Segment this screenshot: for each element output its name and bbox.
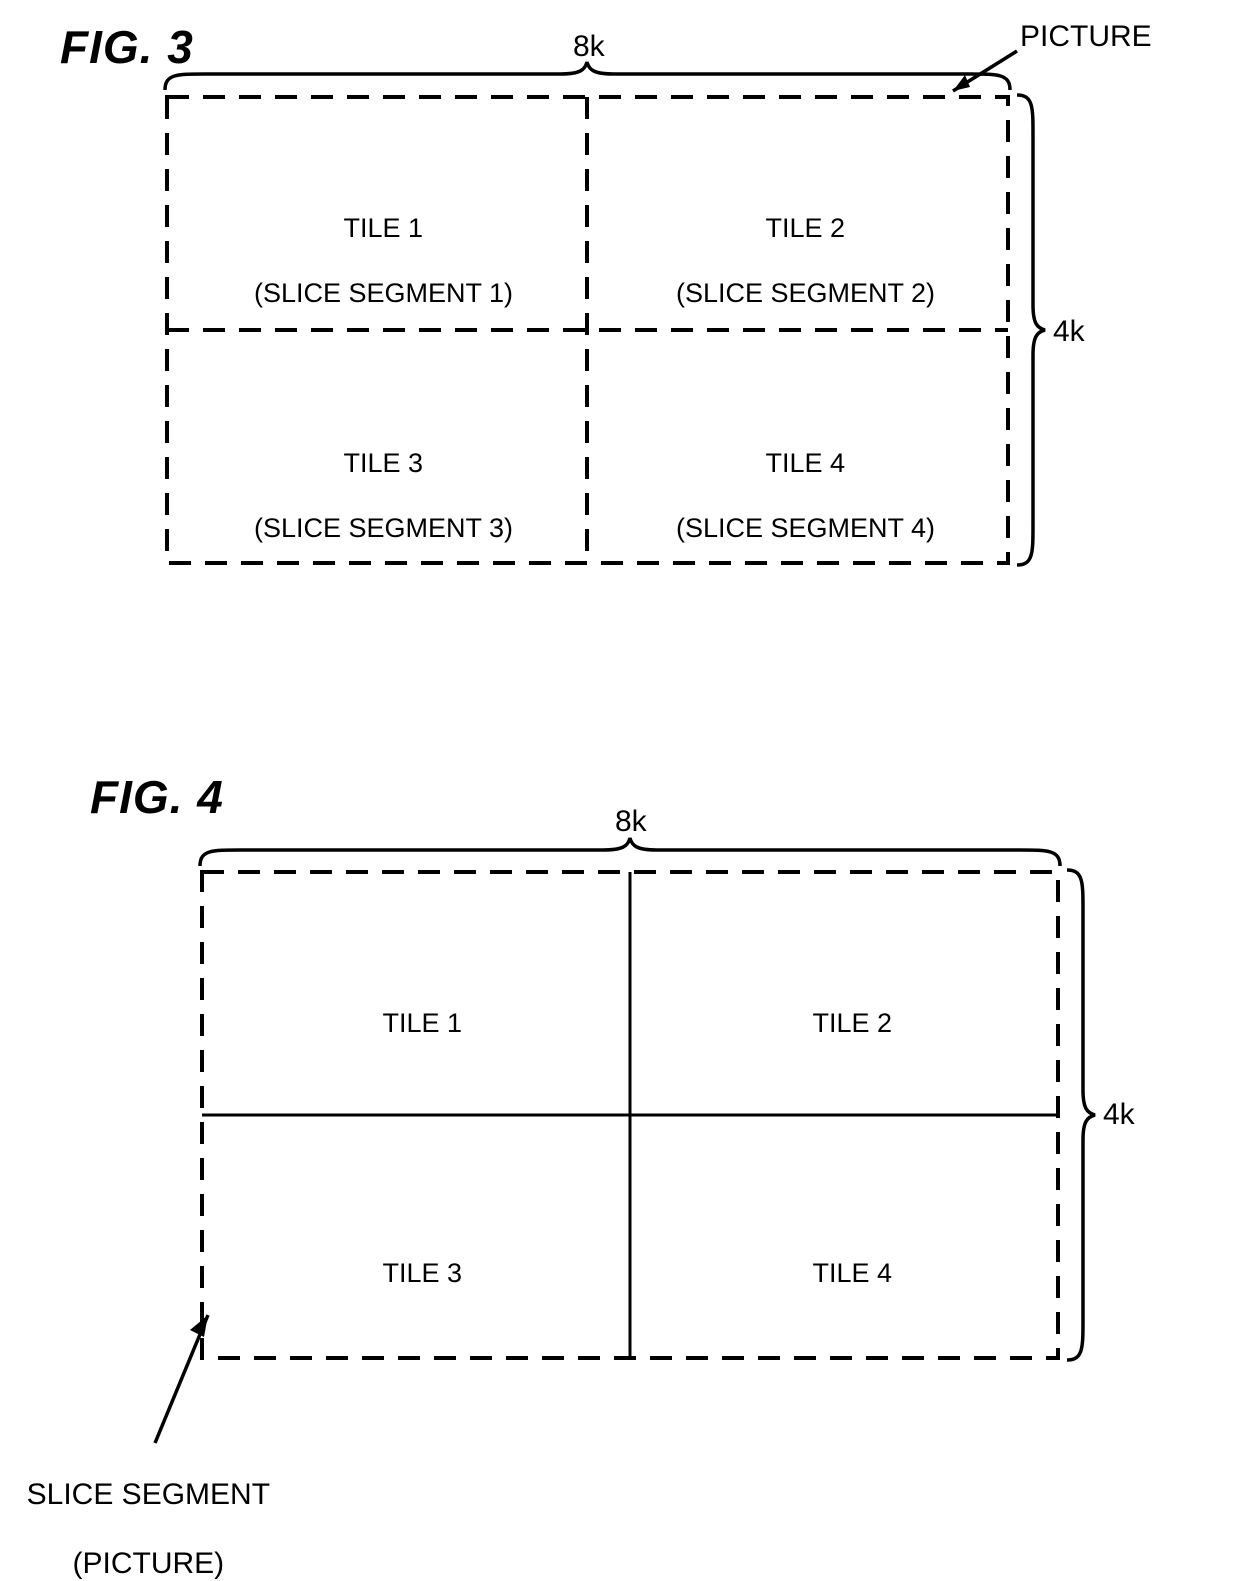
fig4-right-brace <box>1065 870 1095 1360</box>
fig4-tile-1-l1: TILE 1 <box>382 1008 462 1038</box>
fig4-title: FIG. 4 <box>90 770 224 824</box>
fig4-tile-4: TILE 4 <box>630 1225 1060 1290</box>
fig3-tile-3-l2: (SLICE SEGMENT 3) <box>254 513 513 543</box>
fig3-height-label: 4k <box>1053 315 1085 350</box>
fig3-tile-1-l1: TILE 1 <box>343 213 423 243</box>
fig3-tile-3: TILE 3 (SLICE SEGMENT 3) <box>165 415 587 545</box>
fig4-tile-2: TILE 2 <box>630 975 1060 1040</box>
fig4-picture-label: SLICE SEGMENT (PICTURE) <box>0 1443 290 1581</box>
fig4-height-label: 4k <box>1103 1098 1135 1133</box>
fig4-tile-2-l1: TILE 2 <box>812 1008 892 1038</box>
fig3-tile-1-l2: (SLICE SEGMENT 1) <box>254 278 513 308</box>
fig3-tile-2-l2: (SLICE SEGMENT 2) <box>676 278 935 308</box>
fig3-tile-2: TILE 2 (SLICE SEGMENT 2) <box>587 180 1009 310</box>
fig4-picture-arrow <box>130 1295 250 1455</box>
fig3-tile-1: TILE 1 (SLICE SEGMENT 1) <box>165 180 587 310</box>
fig3-tile-4-l1: TILE 4 <box>765 448 845 478</box>
fig3-tile-3-l1: TILE 3 <box>343 448 423 478</box>
fig4-width-label: 8k <box>615 805 647 840</box>
fig3-tile-2-l1: TILE 2 <box>765 213 845 243</box>
fig3-width-label: 8k <box>573 30 605 65</box>
fig3-top-brace <box>165 62 1010 92</box>
fig3-right-brace <box>1015 95 1045 565</box>
fig4-picture-label-l2: (PICTURE) <box>73 1547 225 1580</box>
fig4-tile-1: TILE 1 <box>200 975 630 1040</box>
fig4-picture-label-l1: SLICE SEGMENT <box>27 1478 270 1511</box>
fig3-tile-4-l2: (SLICE SEGMENT 4) <box>676 513 935 543</box>
fig4-top-brace <box>200 838 1060 868</box>
fig4-tile-3-l1: TILE 3 <box>382 1258 462 1288</box>
fig4-tile-3: TILE 3 <box>200 1225 630 1290</box>
fig4-tile-4-l1: TILE 4 <box>812 1258 892 1288</box>
fig3-tile-4: TILE 4 (SLICE SEGMENT 4) <box>587 415 1009 545</box>
